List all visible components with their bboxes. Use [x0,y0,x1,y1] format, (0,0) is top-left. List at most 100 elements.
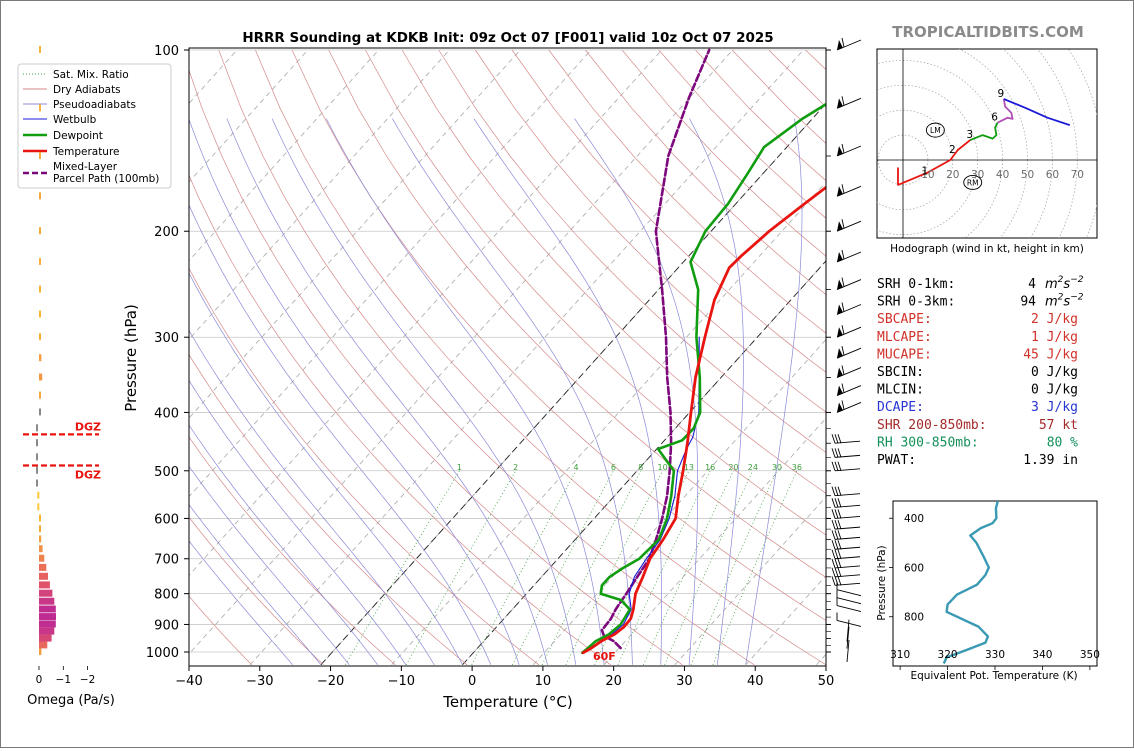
profile-parcel-path-100mb- [600,48,711,650]
pseudoadiabat-36 [689,118,744,665]
theta-e-y-axis-label: Pressure (hPa) [876,545,888,620]
wind-barb-staff [836,589,862,597]
wind-barb-400 [836,400,862,413]
omega-bar-525 [36,479,38,487]
wind-barb-175 [836,184,862,197]
storm-motion-circle-LM [925,122,945,138]
theta-e-profile [942,501,999,665]
wind-barb-pennant [837,186,843,197]
hodo-ring-label-20: 20 [946,169,959,181]
omega-tick-label-1: −1 [56,674,71,686]
wind-barb-750 [831,567,861,578]
wind-barb-450 [831,434,861,444]
mix-ratio-line-6 [511,470,614,665]
mixing-ratio-labels: 1 2 4 6 8 10 13 16 20 24 30 36 [457,463,802,472]
dry-adiabat-250 [189,516,324,666]
dry-adiabat-400 [548,49,826,334]
wind-barb-500 [831,461,861,472]
pseudoadiabat-32 [574,118,699,665]
wind-barb-150 [836,143,862,157]
dry-adiabat-340 [328,49,826,578]
dry-adiabat-320 [255,49,826,666]
wind-barb-feather [841,184,845,194]
wind-barb-staff [834,536,861,540]
hodo-height-label-9: 9 [998,88,1005,100]
wind-barb-feather [837,461,842,471]
mix-ratio-label-20: 20 [728,463,738,472]
wind-barb-staff [834,526,861,530]
stats-value: 1.39 in [1023,453,1078,468]
wind-barb-325 [836,346,862,359]
wind-barb-pennant [837,348,843,359]
y-tick-label-8: 200 [154,225,179,240]
wind-barb-feather [834,576,839,586]
wind-barb-staff [834,493,861,497]
omega-bars [36,46,56,655]
wind-barb-staff [836,597,862,605]
wind-barb-feather [841,143,845,154]
wind-barb-feather [841,325,845,335]
omega-bar-950 [39,634,52,642]
x-tick-label-5: 10 [535,674,552,689]
wind-barb-125 [836,96,862,109]
wind-barb-900 [836,612,862,627]
dry-adiabat-290 [189,174,611,666]
stats-row-1: SRH 0-3km: 94 m2s−2 [877,293,1084,310]
stats-value: 1 J/kg [1031,330,1078,345]
profile-dewpoint [580,102,826,655]
chart-title: HRRR Sounding at KDKB Init: 09z Oct 07 [… [242,30,773,46]
x-tick-label-1: −30 [246,674,273,689]
pseudoadiabat-40 [745,118,803,665]
omega-bar-500 [36,466,38,474]
legend-dry-label: Dry Adiabats [53,84,121,96]
skewt-x-axis-label: Temperature (°C) [442,693,572,711]
theta-e-y-tick-label-0: 400 [904,513,924,525]
hodograph-labels: 10 20 30 40 50 60 70 1 23 69 LM RM [921,88,1084,190]
wind-barb-350 [836,365,862,378]
watermark: TROPICALTIDBITS.COM [892,23,1084,41]
wind-barb-feather [841,302,845,312]
stats-row-9: RH 300-850mb: 80 % [877,435,1078,450]
hodo-ring-label-60: 60 [1046,169,1059,181]
storm-motion-label-LM: LM [930,126,941,135]
hodo-height-label-3: 3 [966,129,973,141]
wind-barb-feather [841,346,845,356]
omega-bar-200 [39,227,41,235]
wind-barb-feather [831,509,836,519]
hodograph-caption: Hodograph (wind in kt, height in km) [890,243,1084,255]
stats-row-5: SBCIN: 0 J/kg [877,365,1078,380]
omega-bar-375 [39,391,41,399]
omega-bar-175 [39,192,41,200]
hodo-height-label-1: 1 [922,165,929,177]
y-tick-label-0: 1000 [146,646,179,661]
wind-barb-pennant [837,402,843,413]
theta-e-x-tick-label-4: 350 [1080,649,1100,661]
omega-bar-100 [39,46,41,53]
wind-barb-850 [836,597,862,612]
y-tick-label-9: 100 [154,44,179,59]
isotherm--10 [391,181,826,666]
x-tick-label-0: −40 [175,674,202,689]
legend-temperature-label: Temperature [52,146,120,158]
wind-barb-feather [834,434,839,444]
wind-barb-staff [836,605,862,612]
wind-barb-825 [836,589,862,605]
omega-bar-675 [39,545,43,553]
theta-e-x-tick-label-1: 320 [938,649,958,661]
stats-unit: m2s−2 [1045,293,1084,310]
stats-unit: m2s−2 [1045,275,1084,292]
stats-panel: SRH 0-1km: 4 m2s−2 SRH 0-3km: 94 m2s−2 SBCAPE:… [877,275,1084,468]
wind-barb-staff [834,582,861,586]
hodograph-plot [877,49,1097,238]
wind-barb-700 [831,549,861,560]
omega-bar-650 [39,535,42,543]
wind-barb-1000 [846,639,850,663]
wind-barb-feather [831,448,836,458]
wind-barb-725 [831,558,861,569]
wind-barb-feather [841,249,845,260]
wind-barb-375 [836,383,862,396]
mix-ratio-line-24 [664,470,754,665]
stats-row-6: MLCIN: 0 J/kg [877,383,1078,398]
legend-wetbulb-label: Wetbulb [53,114,97,126]
stats-label: MLCAPE: [877,330,932,345]
